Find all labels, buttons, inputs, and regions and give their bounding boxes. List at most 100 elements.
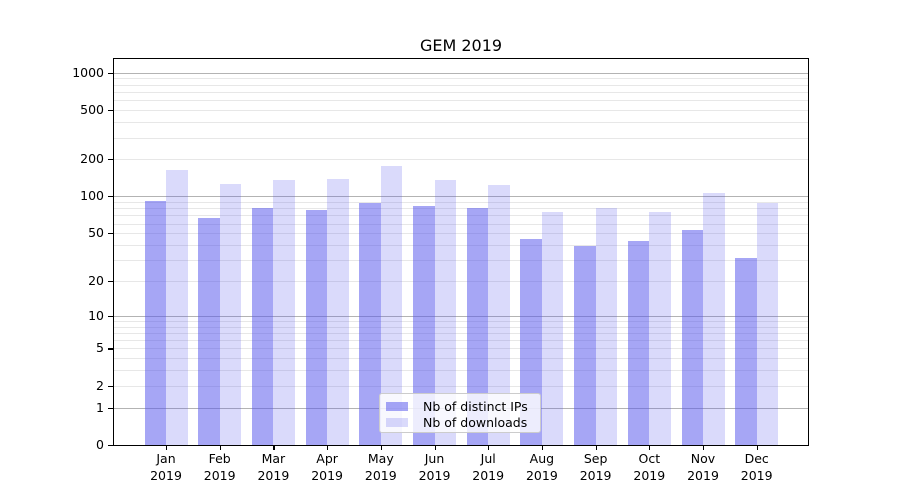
x-tick-label-jul: Jul 2019 <box>456 450 520 484</box>
bar-downloads-feb <box>219 184 242 445</box>
gridline-minor-200 <box>114 159 808 161</box>
y-tick-mark-500 <box>108 110 113 112</box>
y-tick-label-1: 1 <box>96 399 104 415</box>
bar-downloads-jan <box>166 170 188 445</box>
x-tick-year: 2019 <box>579 468 612 483</box>
y-tick-label-10: 10 <box>88 307 104 323</box>
x-tick-month: Aug <box>529 451 555 466</box>
x-tick-month: Jul <box>480 451 496 466</box>
y-tick-label-100: 100 <box>80 188 104 204</box>
bar-distinct-ips-apr <box>305 209 328 445</box>
y-tick-label-2: 2 <box>96 377 104 393</box>
gridline-minor-300 <box>114 137 808 139</box>
x-tick-month: Jun <box>424 451 445 466</box>
x-tick-mark-feb <box>219 446 221 450</box>
bar-downloads-sep <box>595 208 618 445</box>
x-tick-label-oct: Oct 2019 <box>617 450 681 484</box>
y-tick-mark-100 <box>108 196 113 198</box>
x-tick-year: 2019 <box>633 468 666 483</box>
plot-area: Nb of distinct IPs Nb of downloads <box>113 58 809 446</box>
x-tick-year: 2019 <box>364 468 397 483</box>
gridline-major-100 <box>114 196 808 198</box>
gridline-minor-50 <box>114 233 808 235</box>
gridline-minor-4 <box>114 358 808 360</box>
gridline-minor-500 <box>114 110 808 111</box>
y-tick-label-200: 200 <box>80 151 104 167</box>
x-tick-mark-dec <box>756 446 758 450</box>
x-tick-year: 2019 <box>203 468 236 483</box>
gridline-minor-600 <box>114 100 808 102</box>
y-tick-mark-1 <box>108 407 113 409</box>
x-tick-month: Apr <box>316 451 338 466</box>
gridline-minor-60 <box>114 223 808 225</box>
bar-distinct-ips-dec <box>735 258 757 445</box>
x-tick-mark-mar <box>273 446 275 450</box>
x-tick-year: 2019 <box>311 468 343 483</box>
bar-downloads-may <box>380 165 403 445</box>
gridline-minor-7 <box>114 332 808 334</box>
y-tick-label-20: 20 <box>88 272 104 288</box>
bar-distinct-ips-jun <box>413 205 435 445</box>
x-tick-label-sep: Sep 2019 <box>564 450 628 484</box>
y-tick-mark-5 <box>108 348 113 350</box>
bar-downloads-oct <box>649 211 671 445</box>
x-tick-label-dec: Dec 2019 <box>725 450 789 484</box>
x-tick-year: 2019 <box>257 468 290 483</box>
gridline-minor-3 <box>114 370 808 372</box>
y-tick-label-50: 50 <box>88 225 104 241</box>
x-tick-month: Oct <box>638 451 661 466</box>
legend-swatch-distinct-ips <box>386 401 408 411</box>
legend-label-downloads: Nb of downloads <box>423 414 528 430</box>
y-tick-mark-20 <box>108 280 113 283</box>
gridline-minor-80 <box>114 208 808 210</box>
gridline-major-1000 <box>114 72 808 74</box>
gridline-minor-70 <box>114 215 808 217</box>
y-tick-mark-0 <box>108 445 113 447</box>
x-tick-year: 2019 <box>472 468 505 483</box>
bar-downloads-mar <box>273 179 295 445</box>
x-tick-label-jun: Jun 2019 <box>403 450 467 484</box>
bar-downloads-nov <box>703 193 725 445</box>
y-tick-mark-200 <box>108 159 113 161</box>
gridline-minor-2 <box>114 385 808 387</box>
gridline-minor-9 <box>114 320 808 322</box>
x-tick-year: 2019 <box>418 468 451 483</box>
bar-distinct-ips-sep <box>574 246 596 445</box>
bar-downloads-jun <box>434 180 456 445</box>
x-tick-year: 2019 <box>687 468 719 483</box>
gridline-minor-90 <box>114 201 808 203</box>
x-tick-mark-aug <box>541 446 544 450</box>
legend-item-downloads: Nb of downloads <box>386 414 534 430</box>
bar-distinct-ips-jul <box>466 208 489 445</box>
x-tick-label-aug: Aug 2019 <box>510 450 574 484</box>
gridline-minor-5 <box>114 348 808 350</box>
gridline-minor-900 <box>114 78 808 80</box>
x-tick-mark-sep <box>595 446 597 450</box>
legend-item-distinct-ips: Nb of distinct IPs <box>386 398 534 414</box>
bar-distinct-ips-feb <box>198 217 220 445</box>
x-tick-month: Sep <box>583 451 608 466</box>
y-tick-label-500: 500 <box>80 102 104 117</box>
x-tick-mark-jul <box>488 446 490 450</box>
gridline-minor-20 <box>114 280 808 282</box>
x-tick-mark-may <box>380 446 382 450</box>
x-tick-mark-apr <box>327 446 329 450</box>
bar-distinct-ips-nov <box>681 230 703 445</box>
y-tick-label-1000: 1000 <box>72 64 104 80</box>
bar-distinct-ips-jan <box>144 200 166 445</box>
x-tick-month: Jan <box>156 451 176 466</box>
x-tick-label-mar: Mar 2019 <box>241 450 305 484</box>
bar-distinct-ips-mar <box>251 207 274 445</box>
legend-label-distinct-ips: Nb of distinct IPs <box>423 398 528 414</box>
gridline-minor-8 <box>114 326 808 328</box>
x-tick-mark-oct <box>649 446 651 450</box>
x-tick-month: Dec <box>744 451 769 466</box>
bar-downloads-dec <box>756 203 779 445</box>
gridline-minor-40 <box>114 244 808 246</box>
x-tick-month: Feb <box>208 451 231 466</box>
bar-downloads-apr <box>327 178 349 445</box>
x-tick-mark-jun <box>434 446 436 450</box>
gridline-minor-700 <box>114 91 808 93</box>
x-tick-year: 2019 <box>740 468 773 483</box>
